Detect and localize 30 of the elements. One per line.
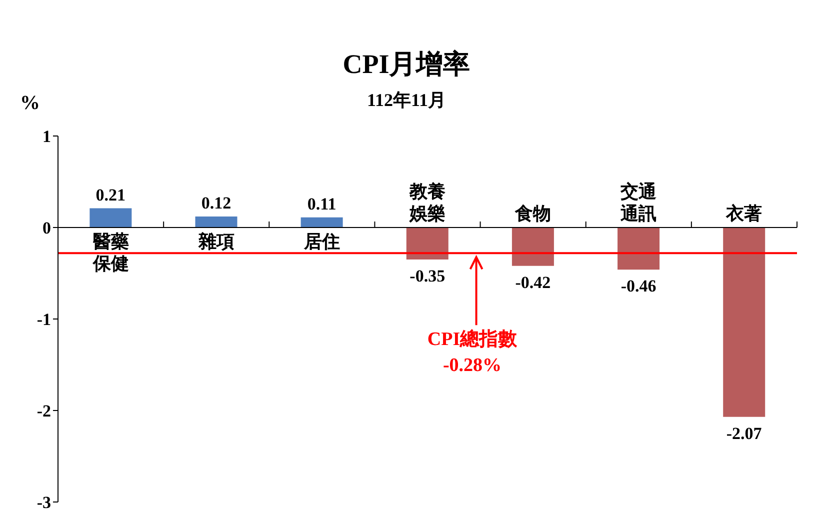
bar xyxy=(195,216,238,228)
x-tick-label: 食物 xyxy=(514,204,552,224)
y-tick-label: -3 xyxy=(36,493,51,512)
y-tick-label: 1 xyxy=(42,127,51,146)
x-tick-label: 雜項 xyxy=(197,232,234,252)
data-label: -0.35 xyxy=(410,266,446,286)
data-label: -0.46 xyxy=(620,276,656,296)
data-label: 0.11 xyxy=(307,194,336,214)
data-label: -2.07 xyxy=(726,424,762,443)
bar xyxy=(406,228,448,260)
x-tick-label: 居住 xyxy=(302,232,340,252)
data-label: -0.42 xyxy=(515,272,551,292)
y-tick-label: 0 xyxy=(42,218,51,238)
data-label: 0.12 xyxy=(201,194,232,213)
chart-subtitle: 112年11月 xyxy=(366,90,446,110)
x-tick-label: 教養娛樂 xyxy=(408,182,446,224)
bar xyxy=(512,228,554,266)
x-tick-label: 交通通訊 xyxy=(620,182,657,224)
bar xyxy=(618,228,660,270)
y-tick-label: -2 xyxy=(36,402,51,421)
data-label: 0.21 xyxy=(96,185,126,204)
chart-title: CPI月增率 xyxy=(342,48,472,81)
bar xyxy=(300,217,343,228)
y-tick-label: -1 xyxy=(36,310,51,330)
ref-line-label: CPI總指數 -0.28% xyxy=(427,329,518,376)
x-tick-label: 醫藥保健 xyxy=(92,232,129,274)
y-axis-title: % xyxy=(20,92,40,115)
x-tick-label: 衣著 xyxy=(725,204,762,224)
bar xyxy=(723,227,766,417)
bar xyxy=(90,208,132,228)
